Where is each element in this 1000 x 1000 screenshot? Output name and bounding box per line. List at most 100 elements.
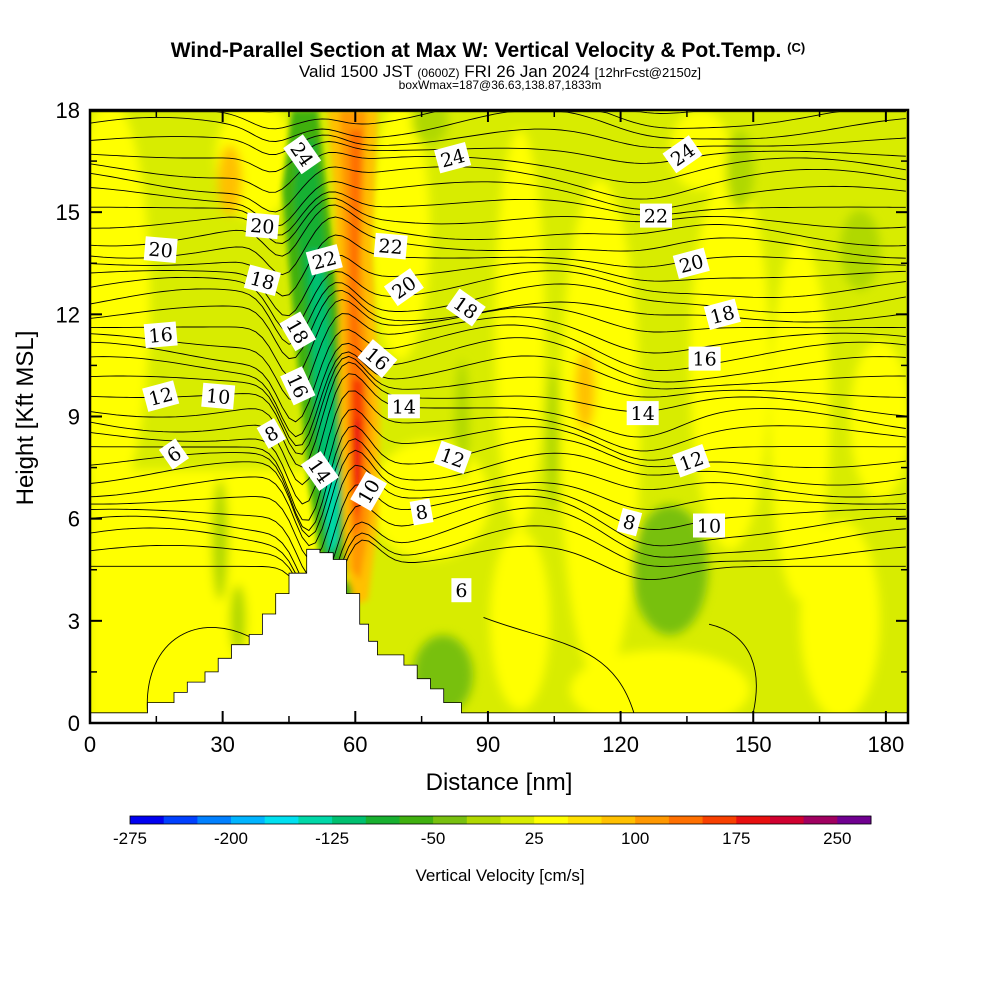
contour-label-box: [383, 268, 424, 307]
x-tick-label: 120: [602, 732, 639, 757]
colorbar-swatch: [197, 816, 232, 824]
colorbar-tick-label: -275: [113, 829, 147, 848]
isentrope-line: [90, 525, 906, 612]
plot-area: [90, 110, 908, 723]
isentrope-line: [90, 282, 906, 345]
contour-label-box: [243, 264, 281, 297]
blob: [575, 350, 595, 430]
contour-label-box: [256, 418, 286, 449]
x-tick-label: 30: [210, 732, 234, 757]
colorbar-swatch: [770, 816, 805, 824]
blob: [840, 210, 880, 290]
isentrope-line: [90, 197, 906, 244]
y-tick-label: 0: [68, 711, 80, 736]
isentrope-line: [146, 626, 259, 713]
contour-label-box: [143, 236, 178, 263]
contour-label-text: 8: [414, 501, 430, 525]
contour-label: 16: [688, 346, 721, 371]
y-tick-label: 9: [68, 405, 80, 430]
chart-title: Wind-Parallel Section at Max W: Vertical…: [171, 39, 805, 62]
y-tick-label: 12: [56, 302, 80, 327]
isentrope-line: [90, 234, 906, 297]
blob: [560, 180, 640, 680]
isentrope-line: [90, 166, 906, 213]
isentrope-line: [90, 289, 906, 360]
contour-label: 12: [672, 444, 711, 478]
isentrope-line: [90, 464, 906, 561]
contour-label-text: 6: [455, 580, 467, 602]
isentrope-line: [90, 484, 906, 580]
contour-label-box: [433, 440, 472, 475]
contour-label-text: 16: [148, 324, 174, 348]
x-axis: 0 30 60 90 120 150 180: [84, 110, 904, 757]
contour-label-text: 16: [693, 349, 717, 371]
isentrope-line: [90, 495, 906, 597]
colorbar-swatch: [332, 816, 367, 824]
contour-label-box: [283, 134, 322, 175]
contour-label-box: [142, 380, 180, 412]
x-tick-label: 60: [343, 732, 367, 757]
contour-label-box: [662, 135, 703, 174]
chart-subtitle-box: boxWmax=187@36.63,138.87,1833m: [399, 78, 602, 92]
contour-label-box: [693, 513, 725, 538]
colorbar-tick-label: 25: [525, 829, 544, 848]
isentrope-line: [90, 449, 906, 547]
colorbar-swatch: [668, 816, 704, 824]
x-tick-label: 180: [868, 732, 905, 757]
colorbar: -275 -200 -125 -50 25 100 175 250: [113, 815, 872, 848]
contour-label-box: [201, 382, 236, 410]
isentrope-line: [90, 128, 906, 155]
chart-subtitle: Valid 1500 JST (0600Z) FRI 26 Jan 2024 […: [299, 62, 701, 81]
isentrope-line: [90, 351, 906, 447]
colorbar-swatch: [601, 816, 636, 824]
contour-label: 8: [256, 418, 286, 449]
blob: [770, 240, 830, 600]
isentrope-line: [90, 270, 906, 333]
updraft-max: [354, 420, 360, 490]
contour-label-box: [387, 394, 420, 419]
isentrope-line: [90, 191, 906, 236]
isentrope-line: [90, 151, 906, 193]
y-tick-label: 6: [68, 507, 80, 532]
isentrope-line: [90, 438, 906, 538]
contour-label: 14: [626, 401, 659, 426]
isentrope-line: [90, 141, 906, 173]
colorbar-swatch: [433, 816, 468, 824]
contour-label-box: [357, 339, 398, 379]
isentrope-line: [90, 539, 906, 617]
colorbar-swatch: [264, 816, 299, 824]
contour-label-box: [279, 311, 317, 352]
isentrope-line: [90, 254, 906, 317]
isentrope-line: [90, 361, 906, 468]
contour-label-box: [451, 578, 472, 603]
contour-label-box: [626, 401, 659, 426]
contour-label-box: [158, 438, 190, 470]
colorbar-swatch: [466, 816, 501, 824]
isentrope-line: [90, 204, 906, 257]
isentrope-line: [90, 425, 906, 532]
blob: [670, 110, 730, 190]
contour-label: 20: [143, 236, 178, 263]
isentrope-line: [708, 623, 757, 713]
contour-label: 14: [387, 394, 420, 419]
isentrope-line: [90, 373, 906, 486]
isentrope-line: [90, 390, 906, 505]
x-tick-label: 0: [84, 732, 96, 757]
colorbar-swatch: [534, 816, 569, 824]
x-axis-label: Distance [nm]: [426, 769, 573, 796]
blob: [230, 585, 246, 655]
colorbar-swatch: [702, 816, 737, 824]
colorbar-swatch: [399, 816, 434, 824]
contour-label: 10: [201, 382, 236, 410]
isentrope-line: [90, 111, 906, 142]
contour-label-box: [688, 346, 721, 371]
contour-label-box: [373, 232, 408, 260]
colorbar-swatch: [567, 816, 603, 824]
contour-label-text: 22: [378, 235, 404, 259]
colorbar-swatch: [803, 816, 838, 824]
isentrope-line: [90, 408, 906, 521]
y-axis: 0 3 6 9 12 15 18: [56, 98, 908, 736]
contour-label-box: [640, 203, 672, 228]
contour-label-box: [672, 247, 710, 280]
contour-label: 22: [373, 232, 408, 260]
